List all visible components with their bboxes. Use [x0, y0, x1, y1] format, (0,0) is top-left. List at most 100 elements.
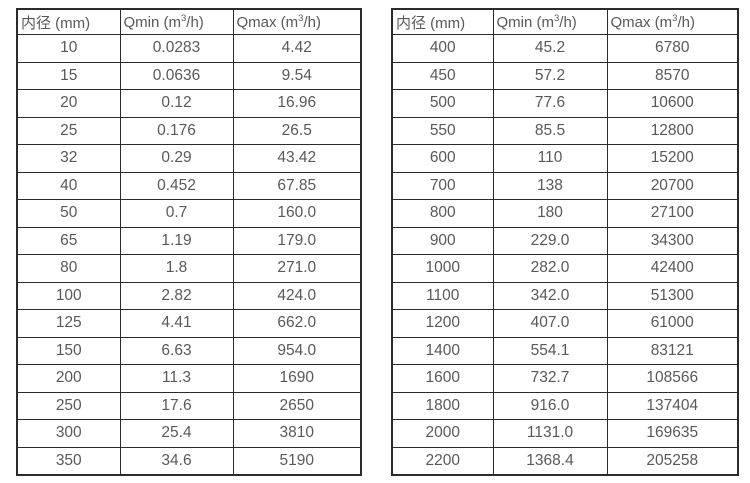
header-qmin-rest: /h) [559, 13, 577, 31]
cell-qmin: 110 [492, 144, 608, 173]
cell-qmax: 9.54 [232, 61, 362, 90]
cell-diameter: 1800 [391, 391, 494, 420]
cell-qmin: 138 [492, 171, 608, 200]
table-row: 80 1.8 271.0 [16, 254, 362, 283]
cell-qmin: 0.29 [119, 144, 234, 173]
cell-qmin: 282.0 [492, 254, 608, 283]
cell-diameter: 1200 [391, 309, 494, 338]
cell-diameter: 400 [391, 34, 494, 63]
cell-diameter: 1600 [391, 364, 494, 393]
cell-qmax: 12800 [606, 116, 739, 145]
header-qmax: Qmax (m3/h) [606, 8, 739, 35]
table-row: 250 17.6 2650 [16, 391, 362, 420]
header-qmax-sup: 3 [672, 12, 678, 24]
cell-diameter: 150 [16, 336, 121, 365]
header-qmin-sup: 3 [181, 12, 187, 24]
table-row: 500 77.6 10600 [391, 89, 739, 118]
cell-qmin: 25.4 [119, 419, 234, 448]
cell-qmax: 20700 [606, 171, 739, 200]
cell-diameter: 500 [391, 89, 494, 118]
table-row: 1000 282.0 42400 [391, 254, 739, 283]
table-row: 450 57.2 8570 [391, 61, 739, 90]
cell-diameter: 800 [391, 199, 494, 228]
cell-qmax: 205258 [606, 446, 739, 476]
cell-qmax: 61000 [606, 309, 739, 338]
cell-qmax: 3810 [232, 419, 362, 448]
cell-diameter: 100 [16, 281, 121, 310]
spec-table-left: 内径 (mm) Qmin (m3/h) Qmax (m3/h) 10 0.0283… [16, 8, 362, 476]
cell-qmax: 169635 [606, 419, 739, 448]
header-diameter: 内径 (mm) [391, 8, 494, 35]
cell-qmax: 67.85 [232, 171, 362, 200]
cell-diameter: 15 [16, 61, 121, 90]
header-diameter: 内径 (mm) [16, 8, 121, 35]
table-row: 200 11.3 1690 [16, 364, 362, 393]
cell-qmin: 0.176 [119, 116, 234, 145]
table-row: 150 6.63 954.0 [16, 336, 362, 365]
cell-diameter: 125 [16, 309, 121, 338]
table-row: 2000 1131.0 169635 [391, 419, 739, 448]
cell-diameter: 250 [16, 391, 121, 420]
cell-diameter: 300 [16, 419, 121, 448]
cell-qmax: 424.0 [232, 281, 362, 310]
header-qmax-base: Qmax (m [610, 13, 673, 31]
cell-qmax: 15200 [606, 144, 739, 173]
header-qmax: Qmax (m3/h) [232, 8, 362, 35]
cell-qmax: 954.0 [232, 336, 362, 365]
cell-qmin: 1.19 [119, 226, 234, 255]
cell-qmin: 0.452 [119, 171, 234, 200]
cell-qmin: 407.0 [492, 309, 608, 338]
cell-qmin: 57.2 [492, 61, 608, 90]
cell-qmax: 179.0 [232, 226, 362, 255]
cell-qmax: 10600 [606, 89, 739, 118]
cell-diameter: 550 [391, 116, 494, 145]
cell-qmax: 83121 [606, 336, 739, 365]
table-row: 600 110 15200 [391, 144, 739, 173]
cell-qmax: 1690 [232, 364, 362, 393]
cell-qmin: 34.6 [119, 446, 234, 476]
cell-diameter: 1000 [391, 254, 494, 283]
header-qmin: Qmin (m3/h) [119, 8, 234, 35]
cell-qmax: 5190 [232, 446, 362, 476]
cell-diameter: 1400 [391, 336, 494, 365]
table-row: 125 4.41 662.0 [16, 309, 362, 338]
cell-qmax: 27100 [606, 199, 739, 228]
cell-diameter: 1100 [391, 281, 494, 310]
table-row: 50 0.7 160.0 [16, 199, 362, 228]
header-row: 内径 (mm) Qmin (m3/h) Qmax (m3/h) [391, 8, 739, 35]
table-row: 700 138 20700 [391, 171, 739, 200]
cell-qmax: 160.0 [232, 199, 362, 228]
cell-qmin: 554.1 [492, 336, 608, 365]
table-row: 100 2.82 424.0 [16, 281, 362, 310]
cell-qmin: 1131.0 [492, 419, 608, 448]
cell-qmin: 0.12 [119, 89, 234, 118]
cell-qmax: 137404 [606, 391, 739, 420]
table-body-left: 10 0.0283 4.42 15 0.0636 9.54 20 0.12 16.96 25 0.1… [16, 34, 362, 476]
cell-diameter: 80 [16, 254, 121, 283]
header-qmax-rest: /h) [677, 13, 695, 31]
cell-qmax: 43.42 [232, 144, 362, 173]
table-row: 350 34.6 5190 [16, 446, 362, 476]
cell-qmax: 271.0 [232, 254, 362, 283]
cell-diameter: 350 [16, 446, 121, 476]
cell-diameter: 2000 [391, 419, 494, 448]
table-row: 25 0.176 26.5 [16, 116, 362, 145]
cell-diameter: 450 [391, 61, 494, 90]
cell-qmin: 6.63 [119, 336, 234, 365]
cell-qmin: 0.0283 [119, 34, 234, 63]
cell-qmin: 11.3 [119, 364, 234, 393]
header-qmin-sup: 3 [554, 12, 560, 24]
table-row: 10 0.0283 4.42 [16, 34, 362, 63]
cell-qmin: 0.0636 [119, 61, 234, 90]
cell-diameter: 200 [16, 364, 121, 393]
cell-diameter: 20 [16, 89, 121, 118]
cell-diameter: 65 [16, 226, 121, 255]
cell-diameter: 900 [391, 226, 494, 255]
cell-diameter: 40 [16, 171, 121, 200]
cell-diameter: 50 [16, 199, 121, 228]
table-row: 300 25.4 3810 [16, 419, 362, 448]
cell-diameter: 32 [16, 144, 121, 173]
header-qmax-base: Qmax (m [236, 13, 299, 31]
table-row: 15 0.0636 9.54 [16, 61, 362, 90]
cell-qmin: 45.2 [492, 34, 608, 63]
